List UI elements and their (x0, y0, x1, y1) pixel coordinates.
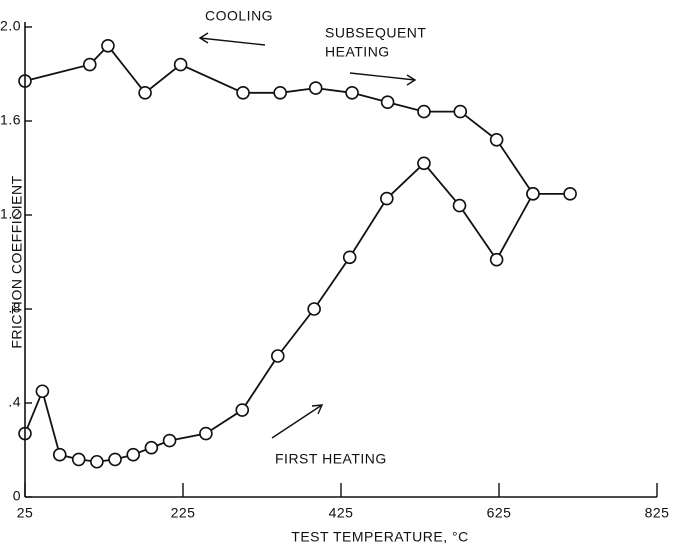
data-point (199, 426, 213, 441)
plot-area (18, 38, 577, 469)
annotation: SUBSEQUENT (325, 25, 426, 41)
data-point (90, 454, 104, 469)
data-point (35, 384, 50, 399)
data-point (380, 95, 395, 109)
data-point (489, 133, 504, 147)
data-point (417, 104, 431, 119)
y-axis-label: FRICTION COEFFICIENT (9, 175, 25, 348)
data-point (173, 57, 188, 72)
data-point (308, 81, 323, 95)
x-tick-label: 625 (487, 505, 512, 521)
data-point (453, 104, 468, 119)
x-tick-label: 425 (329, 505, 354, 521)
x-tick-label: 225 (171, 505, 196, 521)
arrow-head (311, 404, 324, 415)
data-point (380, 191, 394, 206)
data-point (71, 452, 86, 467)
data-point (138, 86, 152, 100)
y-tick-label: 1.2 (0, 206, 21, 222)
data-point (563, 187, 577, 201)
y-tick-label: 1.6 (0, 112, 21, 128)
data-point (307, 302, 321, 316)
data-point (452, 198, 467, 213)
data-point (52, 447, 67, 462)
y-tick-label: .4 (8, 394, 21, 410)
data-line (24, 44, 571, 463)
arrow (349, 72, 416, 81)
x-axis-label: TEST TEMPERATURE, °C (291, 529, 468, 545)
data-point (82, 57, 97, 72)
arrow-head (198, 32, 209, 44)
annotation: HEATING (325, 44, 390, 60)
data-point (162, 433, 177, 448)
arrow-head (406, 74, 417, 86)
data-point (101, 38, 115, 53)
arrow (199, 37, 266, 46)
data-point (489, 252, 504, 267)
data-point (417, 156, 431, 171)
arrow (271, 404, 323, 439)
data-point (342, 250, 357, 265)
x-tick-label: 25 (17, 505, 34, 521)
y-tick-label: 0 (13, 488, 21, 504)
x-tick-label: 825 (645, 505, 670, 521)
data-point (235, 403, 250, 417)
data-point (345, 86, 359, 100)
data-point (526, 187, 540, 201)
data-point (144, 440, 159, 455)
y-tick-label: .8 (8, 300, 21, 316)
annotation: FIRST HEATING (275, 451, 387, 467)
annotation-arrows (198, 32, 417, 439)
data-point (126, 447, 141, 462)
data-point (270, 349, 285, 363)
data-point (236, 86, 250, 100)
data-point (108, 452, 122, 467)
annotation: COOLING (205, 8, 273, 24)
data-point (273, 86, 287, 100)
y-tick-label: 2.0 (0, 18, 21, 34)
